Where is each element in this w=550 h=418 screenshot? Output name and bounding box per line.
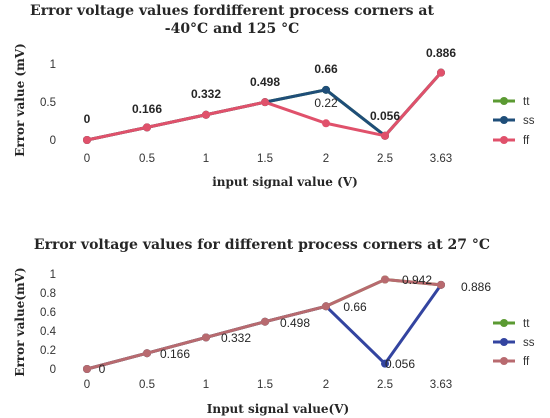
chart-2-legend: tt ss ff	[493, 318, 535, 368]
series-point-ss	[381, 359, 389, 368]
legend-label-ff: ff	[523, 356, 530, 368]
y-tick-label: 0.2	[40, 345, 56, 357]
chart-1-legend: tt ss ff	[493, 96, 535, 147]
chart-2-x-axis-title: Input signal value(V)	[207, 402, 349, 416]
legend-marker-ss	[500, 338, 508, 346]
data-label: 0.942	[402, 273, 432, 287]
series-point-ff	[83, 136, 91, 144]
x-tick-label: 2.5	[377, 379, 393, 391]
x-tick-label: 2	[323, 379, 329, 391]
chart-1-y-axis-title: Error value (mV)	[13, 43, 27, 157]
chart-1-y-ticks: 00.51	[40, 59, 56, 147]
chart-1-series	[83, 68, 445, 144]
legend-marker-ss	[500, 116, 508, 124]
x-tick-label: 2	[323, 153, 329, 165]
series-point-ff	[261, 317, 269, 326]
series-point-ff	[437, 68, 445, 77]
legend-label-ss: ss	[523, 115, 535, 127]
x-tick-label: 0	[84, 153, 90, 165]
legend-marker-tt	[500, 97, 508, 105]
series-point-ff	[143, 349, 151, 358]
series-point-ff	[437, 280, 445, 289]
y-tick-label: 0	[50, 364, 56, 376]
series-point-ff	[261, 98, 269, 107]
data-label: 0	[84, 112, 91, 126]
x-tick-label: 1.5	[257, 153, 273, 165]
x-tick-label: 0	[84, 379, 90, 391]
series-point-ff	[322, 119, 330, 128]
chart-1: Error voltage values fordifferent proces…	[13, 3, 535, 189]
chart-2-series	[83, 275, 445, 373]
x-tick-label: 3.63	[430, 153, 452, 165]
series-point-ff	[381, 131, 389, 140]
series-point-ss	[322, 85, 330, 94]
chart-2-x-ticks: 0 0.5 1 1.5 2 2.5 3.63	[84, 379, 452, 391]
series-point-ff	[202, 333, 210, 342]
chart-1-title-line-2: -40°C and 125 °C	[165, 21, 299, 37]
x-tick-label: 1	[203, 379, 209, 391]
x-tick-label: 0.5	[139, 153, 155, 165]
legend-label-tt: tt	[523, 96, 530, 108]
data-label: 0.886	[461, 280, 491, 294]
data-label: 0.332	[221, 331, 251, 345]
series-point-ff	[83, 365, 91, 373]
data-label: 0.056	[385, 357, 415, 371]
y-tick-label: 0.4	[40, 326, 57, 338]
data-label: 0.498	[280, 316, 310, 330]
y-tick-label: 1	[50, 269, 56, 281]
legend-marker-ff	[500, 357, 508, 365]
x-tick-label: 3.63	[430, 379, 452, 391]
chart-2: Error voltage values for different proce…	[13, 237, 535, 416]
data-label: 0.332	[191, 87, 221, 101]
data-label: 0.166	[132, 102, 162, 116]
legend-marker-tt	[500, 319, 508, 327]
series-point-ff	[202, 110, 210, 119]
data-label: 0.886	[426, 46, 456, 60]
x-tick-label: 1	[203, 153, 209, 165]
chart-2-title: Error voltage values for different proce…	[34, 237, 490, 253]
data-label: 0.22	[314, 96, 338, 110]
series-point-ff	[143, 123, 151, 132]
y-tick-label: 0.6	[40, 307, 56, 319]
legend-label-ff: ff	[523, 135, 530, 147]
chart-2-data-labels: 0 0.166 0.332 0.498 0.66 0.942 0.886 0.056	[99, 273, 492, 376]
y-tick-label: 0.8	[40, 288, 56, 300]
chart-1-title-line-1: Error voltage values fordifferent proces…	[30, 3, 434, 19]
data-label: 0.166	[160, 347, 190, 361]
chart-2-y-ticks: 0 0.2 0.4 0.6 0.8 1	[40, 269, 57, 376]
series-point-ff	[322, 302, 330, 311]
x-tick-label: 1.5	[257, 379, 273, 391]
chart-2-y-axis-title: Error value(mV)	[13, 267, 27, 376]
data-label: 0.66	[343, 300, 367, 314]
x-tick-label: 0.5	[139, 379, 155, 391]
y-tick-label: 0	[50, 135, 56, 147]
data-label: 0	[99, 362, 106, 376]
series-point-ff	[381, 275, 389, 284]
x-tick-label: 2.5	[377, 153, 393, 165]
legend-marker-ff	[500, 136, 508, 144]
chart-1-data-labels: 0 0.166 0.332 0.498 0.66 0.056 0.886 0.22	[84, 46, 457, 126]
y-tick-label: 0.5	[40, 97, 56, 109]
legend-label-ss: ss	[523, 337, 535, 349]
chart-1-x-axis-title: input signal value (V)	[212, 175, 358, 189]
legend-label-tt: tt	[523, 318, 530, 330]
y-tick-label: 1	[50, 59, 56, 71]
data-label: 0.056	[370, 109, 400, 123]
data-label: 0.66	[314, 62, 338, 76]
chart-1-x-ticks: 0 0.5 1 1.5 2 2.5 3.63	[84, 153, 452, 165]
data-label: 0.498	[250, 75, 280, 89]
